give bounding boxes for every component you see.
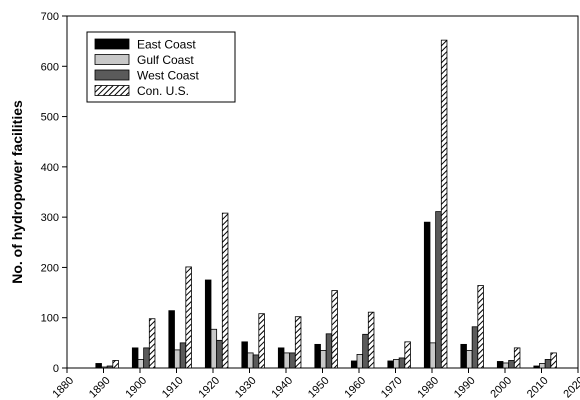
bar [143,347,150,369]
bar [362,333,369,369]
bars-group [95,39,557,369]
y-tick-label: 500 [41,112,59,124]
bar [185,266,192,369]
x-tick-label: 1920 [196,375,222,400]
bar [325,333,333,369]
x-tick-label: 1980 [415,375,441,400]
y-axis-title: No. of hydropower facilities [9,100,25,284]
bar [283,352,291,369]
bar [258,313,265,369]
bar [466,349,473,369]
bar [477,285,484,369]
bar [204,279,212,369]
x-tick-label: 1910 [160,375,186,400]
bar [440,39,448,369]
y-tick-label: 400 [41,162,59,174]
bar [252,354,260,369]
bar [174,349,181,369]
legend-swatch [94,38,130,50]
x-tick-label: 1970 [379,375,405,400]
x-tick-label: 1900 [123,375,149,400]
bar [112,360,119,369]
legend-swatch [94,69,130,81]
legend-swatch [94,85,130,96]
bar [367,311,375,369]
y-tick-label: 0 [53,363,59,375]
bar [435,211,442,369]
bar [508,360,515,369]
legend-label: Con. U.S. [137,84,189,98]
bar [460,343,467,369]
x-tick-label: 1890 [87,375,113,400]
bar [289,352,296,369]
bar [179,342,187,369]
x-tick-label: 2000 [488,375,514,400]
legend-label: East Coast [137,38,196,52]
y-axis: 0 100 200 300 400 500 600 700 [41,11,67,375]
legend-label: Gulf Coast [137,53,194,67]
bar [331,290,338,369]
bar [550,352,557,369]
bar [471,326,479,369]
bar [221,212,229,369]
bar [393,359,400,369]
x-tick-label: 1960 [342,375,368,400]
bar [106,365,114,369]
bar [533,365,540,369]
x-tick-label: 1880 [50,375,76,400]
bar [148,318,156,369]
legend-swatch [94,54,130,65]
legend-label: West Coast [137,69,199,83]
x-tick-label: 1940 [269,375,295,400]
bar [356,354,364,369]
y-tick-label: 700 [41,11,59,23]
y-tick-label: 300 [41,212,59,224]
bar [513,347,521,369]
bar [95,363,102,369]
bar [294,316,302,369]
x-tick-label: 2010 [525,375,551,400]
x-tick-label: 2020 [561,375,580,400]
x-axis: 1880 1890 1900 1910 1920 1930 1940 1950 1960 1970… [50,368,580,400]
bar [423,221,431,369]
bar [544,359,552,369]
bar [131,347,139,369]
bar [216,339,223,369]
bar [247,352,254,369]
bar [539,363,546,369]
x-tick-label: 1930 [233,375,259,400]
x-tick-label: 1990 [452,375,478,400]
bar [320,349,327,369]
bar [404,341,411,369]
bar [210,328,218,369]
y-tick-label: 100 [41,313,59,325]
bar [314,343,321,369]
bar [101,366,108,369]
y-tick-label: 600 [41,61,59,73]
bar [398,357,406,369]
bar [429,342,437,369]
bar [168,310,175,369]
y-tick-label: 200 [41,262,59,274]
x-tick-label: 1950 [306,375,332,400]
bar [350,360,358,369]
bar [387,360,394,369]
bar [496,361,504,369]
bar [137,359,145,369]
bar [241,341,248,369]
bar [502,362,510,369]
bar [277,347,285,369]
